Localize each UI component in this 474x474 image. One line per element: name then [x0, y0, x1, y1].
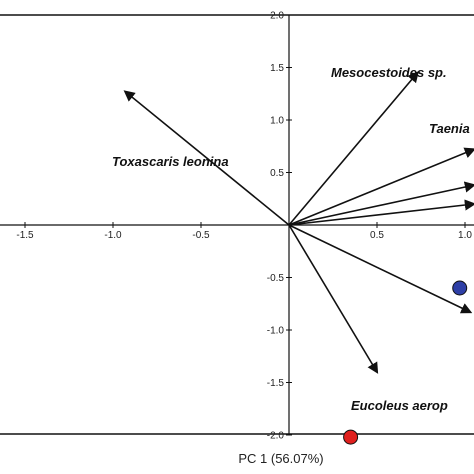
y-tick-label: 0.5 [270, 168, 284, 179]
score-points [343, 280, 468, 445]
x-axis-title: PC 1 (56.07%) [238, 451, 323, 466]
x-tick-label: -0.5 [192, 230, 210, 241]
vector-label: Taenia [429, 121, 470, 136]
y-tick-label: 1.5 [270, 63, 284, 74]
loading-vector-arrow [288, 147, 474, 226]
vector-label: Eucoleus aerop [351, 398, 448, 413]
x-axis-ticks: -1.5 -1.0 -0.5 0.5 1.0 [16, 222, 472, 241]
vector-label: Mesocestoides sp. [331, 65, 447, 80]
x-tick-label: 0.5 [370, 230, 384, 241]
vector-label: Toxascaris leonina [112, 154, 229, 169]
y-tick-label: -1.0 [267, 326, 285, 337]
score-point [452, 280, 468, 296]
y-tick-label: -1.5 [267, 378, 285, 389]
y-tick-label: 1.0 [270, 116, 284, 127]
loading-vector-arrow [288, 224, 379, 374]
loading-vector-arrow [288, 224, 473, 314]
loading-vector-arrow [288, 181, 474, 226]
y-axis-ticks: 2.0 1.5 1.0 0.5 -0.5 -1.0 -1.5 -2.0 [267, 11, 292, 442]
plot-frame [0, 14, 474, 435]
y-tick-label: -0.5 [267, 273, 285, 284]
loading-vector-arrow [123, 90, 290, 226]
x-tick-label: 1.0 [458, 230, 472, 241]
loading-vectors [123, 71, 474, 374]
y-tick-label: 2.0 [270, 11, 284, 22]
loading-vector-arrow [288, 71, 419, 226]
x-tick-label: -1.0 [104, 230, 122, 241]
vector-labels: Toxascaris leonina Mesocestoides sp. Taeni… [112, 65, 470, 413]
loading-vector-arrow [288, 199, 474, 226]
y-tick-label: -2.0 [267, 431, 285, 442]
score-point [343, 429, 359, 445]
x-tick-label: -1.5 [16, 230, 34, 241]
